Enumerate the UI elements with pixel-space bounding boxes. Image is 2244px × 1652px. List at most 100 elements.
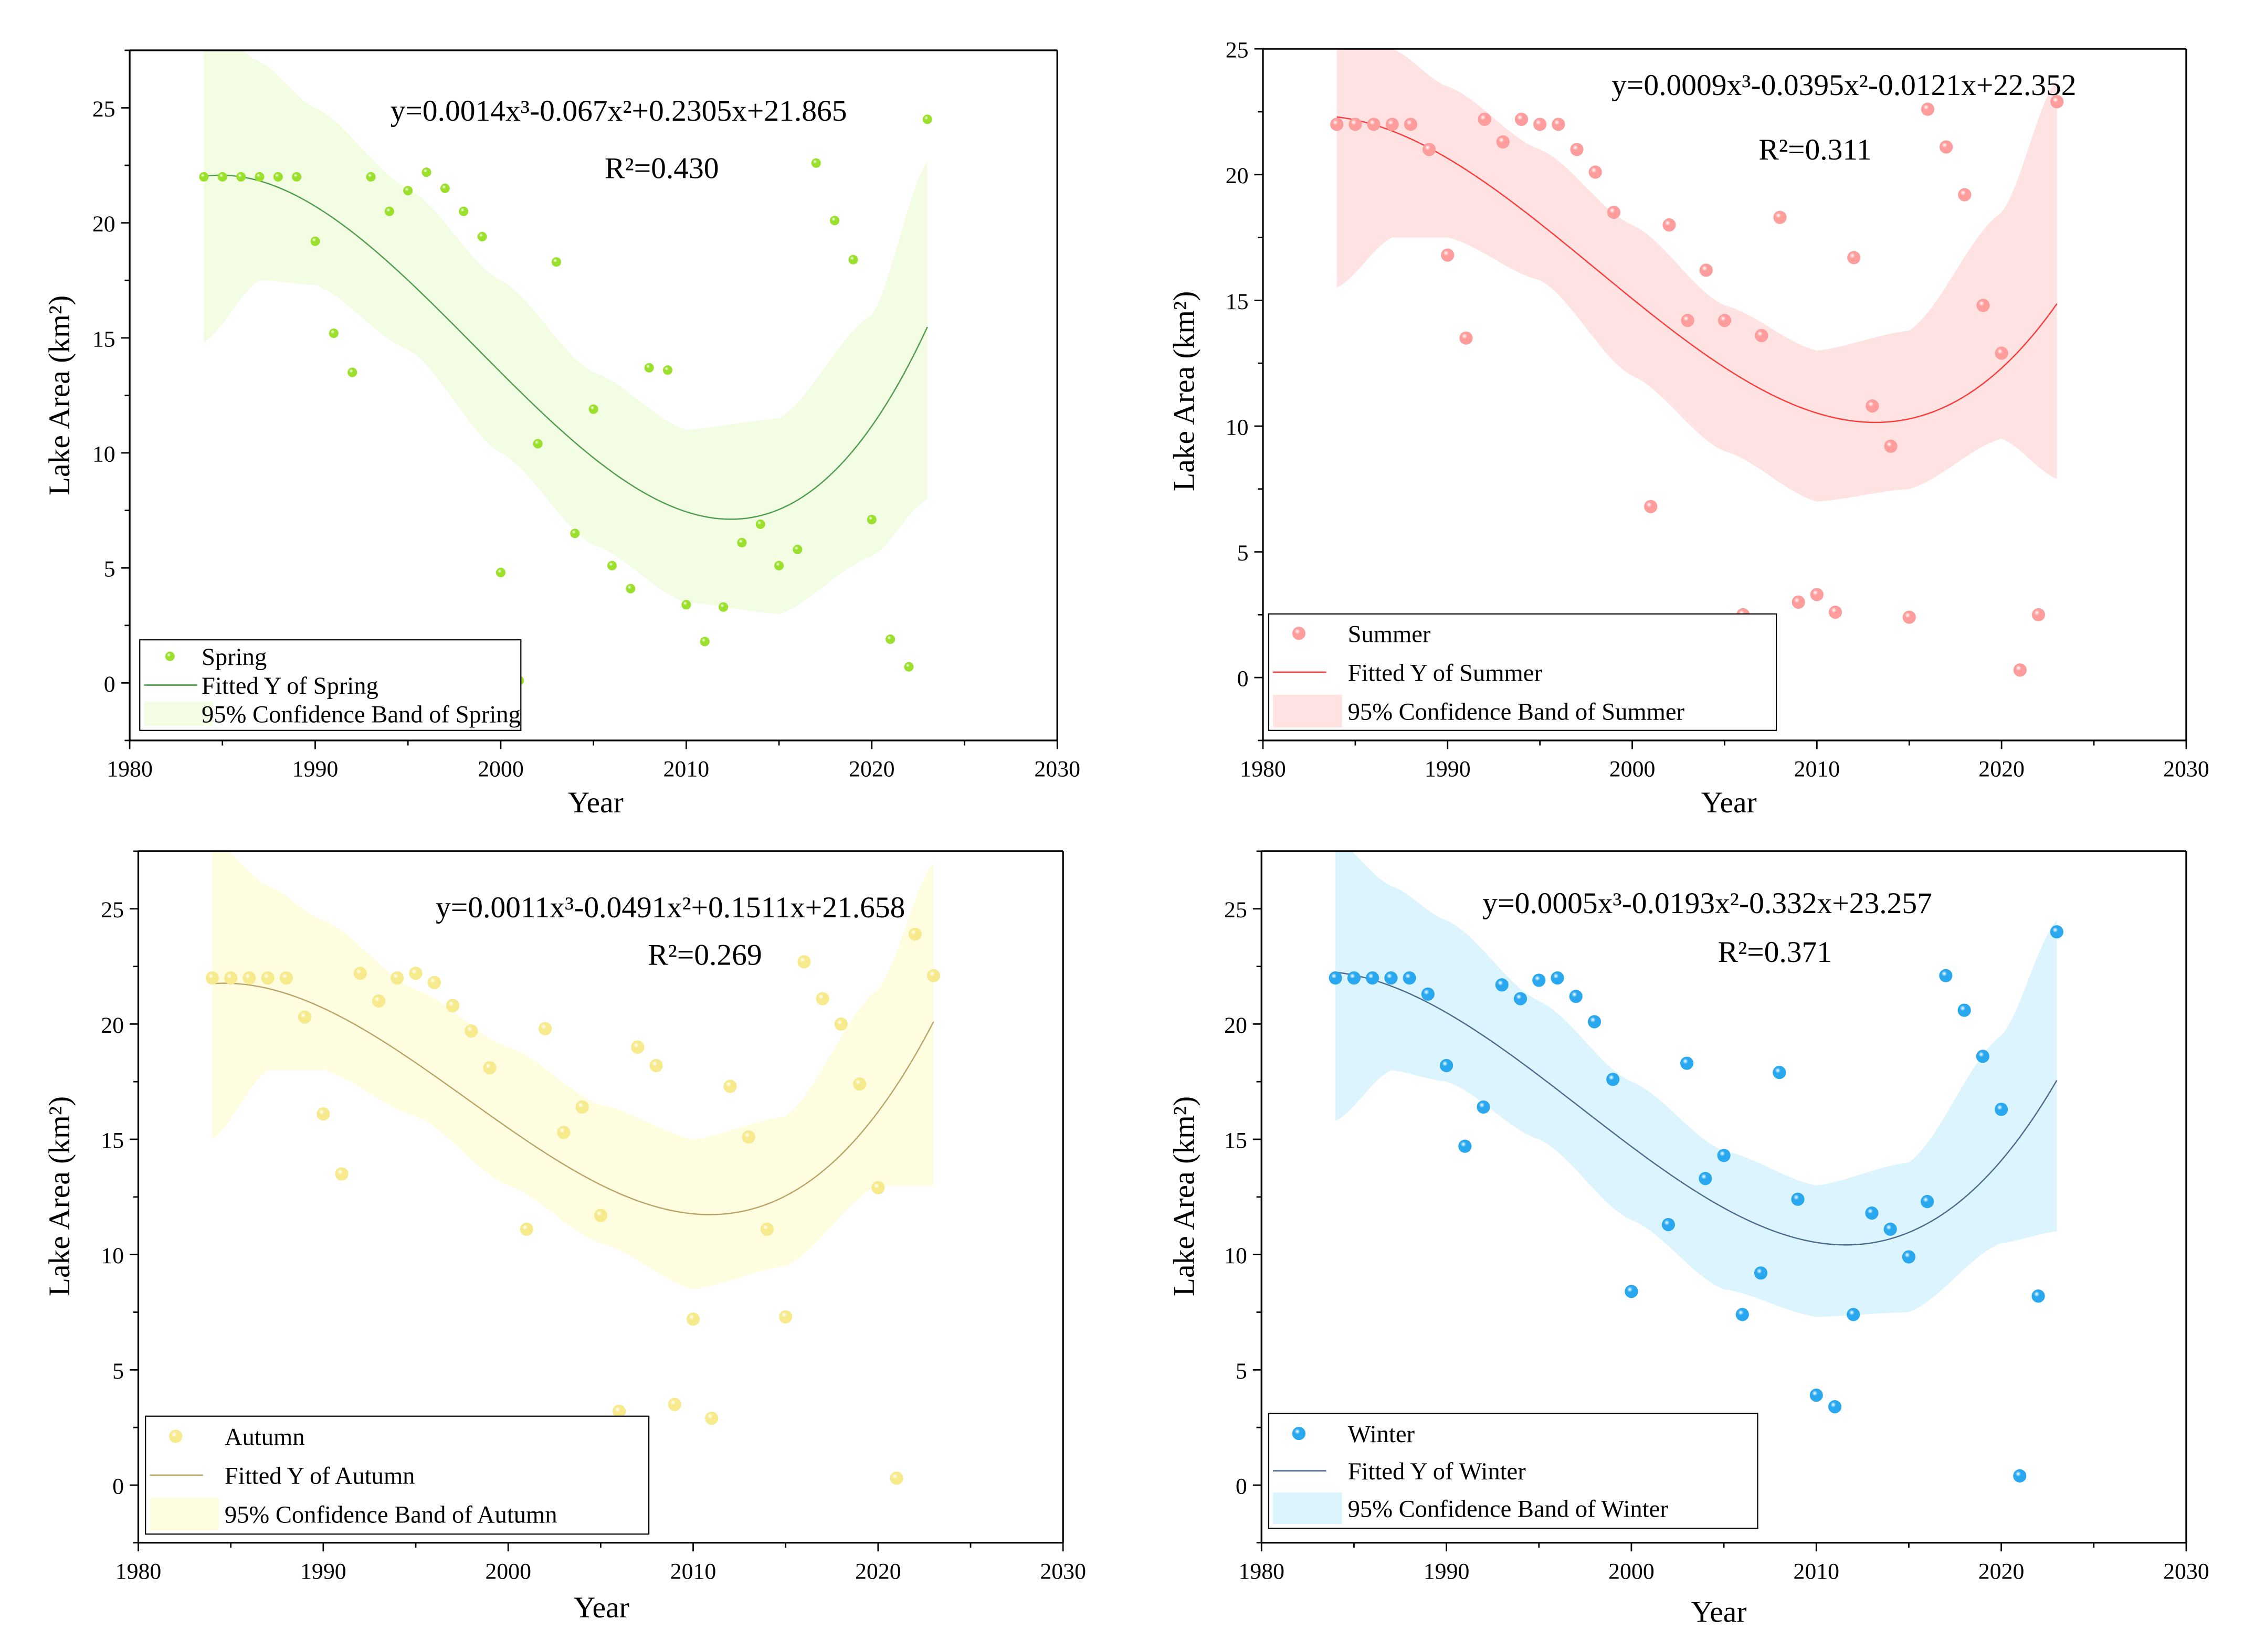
- fit-equation: y=0.0009x³-0.0395x²-0.0121x+22.352: [1611, 69, 2076, 102]
- data-point: [298, 1010, 312, 1024]
- y-tick-label: 20: [1224, 1013, 1247, 1038]
- data-point: [631, 1040, 645, 1054]
- data-point: [1958, 188, 1972, 202]
- data-point: [1588, 165, 1602, 179]
- data-point: [852, 1077, 867, 1091]
- legend-marker-band: [144, 702, 213, 726]
- y-tick-label: 5: [1236, 1359, 1247, 1384]
- r-squared: R²=0.430: [605, 152, 719, 185]
- x-tick-label: 1980: [107, 756, 153, 781]
- data-point: [1902, 610, 1916, 624]
- data-point: [1347, 971, 1361, 985]
- data-point: [607, 560, 617, 570]
- data-point: [612, 1404, 626, 1418]
- x-tick-label: 1980: [1238, 1559, 1284, 1584]
- data-point: [1459, 331, 1473, 345]
- y-tick-label: 10: [1224, 1243, 1247, 1268]
- data-point: [575, 1100, 589, 1114]
- legend-label: 95% Confidence Band of Autumn: [225, 1501, 557, 1528]
- fitted-line: [212, 982, 934, 1215]
- data-point: [1366, 971, 1379, 985]
- data-point: [1403, 971, 1416, 985]
- data-point: [1995, 346, 2008, 360]
- data-point: [1570, 143, 1584, 156]
- data-point: [1348, 118, 1362, 131]
- data-point: [273, 172, 283, 182]
- data-point: [459, 206, 469, 216]
- data-point: [594, 1209, 607, 1222]
- data-point: [477, 231, 487, 242]
- legend-label: Summer: [1348, 621, 1431, 648]
- data-point: [217, 172, 227, 182]
- fitted-line: [1336, 116, 2058, 423]
- data-point: [496, 567, 505, 578]
- r-squared: R²=0.371: [1718, 936, 1832, 969]
- data-point: [243, 971, 256, 985]
- y-tick-label: 25: [101, 897, 124, 923]
- data-point: [1367, 118, 1381, 131]
- legend-box: [1268, 1413, 1758, 1529]
- legend-marker-band: [1273, 694, 1342, 727]
- data-point: [261, 971, 275, 985]
- y-tick-label: 10: [92, 441, 115, 467]
- data-point: [1773, 1066, 1786, 1079]
- data-point: [760, 1222, 774, 1236]
- data-point: [1884, 439, 1898, 453]
- y-tick-label: 0: [1237, 666, 1249, 692]
- data-point: [199, 172, 209, 182]
- y-axis-label: Lake Area (km²): [43, 295, 76, 495]
- y-tick-label: 20: [92, 211, 115, 237]
- y-tick-label: 25: [92, 97, 115, 122]
- data-point: [1976, 299, 1990, 312]
- x-tick-label: 2030: [1040, 1559, 1086, 1584]
- data-point: [1514, 112, 1529, 126]
- data-point: [1681, 314, 1694, 327]
- confidence-band: [212, 851, 934, 1289]
- data-point: [236, 172, 246, 182]
- data-point: [1718, 314, 1732, 327]
- data-point: [533, 439, 543, 449]
- x-tick-label: 2000: [1609, 756, 1656, 781]
- data-point: [403, 186, 413, 196]
- data-point: [279, 971, 293, 985]
- x-tick-label: 1990: [300, 1559, 346, 1584]
- data-point: [718, 602, 729, 612]
- plot-area: [1329, 851, 2063, 1482]
- x-tick-label: 2030: [1034, 756, 1080, 781]
- data-point: [1828, 605, 1842, 619]
- legend-marker-points: [1292, 627, 1306, 640]
- panel-summer: 1980 1990 2000 2010 2020 2030 0 5 10 15 20 25 Year La…: [1167, 38, 2209, 819]
- data-point: [1569, 990, 1583, 1003]
- data-point: [737, 537, 747, 548]
- data-point: [539, 1022, 552, 1035]
- data-point: [1791, 1192, 1805, 1206]
- data-point: [1513, 992, 1527, 1005]
- data-point: [1717, 1149, 1731, 1162]
- data-point: [886, 634, 896, 644]
- data-point: [2031, 1289, 2045, 1303]
- data-point: [867, 515, 877, 525]
- data-point: [1439, 1058, 1453, 1073]
- data-point: [904, 662, 914, 672]
- data-point: [427, 976, 441, 989]
- data-point: [1828, 1400, 1842, 1414]
- data-point: [871, 1181, 885, 1194]
- data-point: [1865, 1206, 1879, 1220]
- legend-marker-band: [150, 1497, 219, 1531]
- data-point: [681, 600, 691, 610]
- data-point: [2013, 1469, 2027, 1482]
- data-point: [353, 967, 367, 980]
- data-point: [440, 183, 450, 193]
- data-point: [1330, 118, 1344, 131]
- r-squared: R²=0.269: [648, 938, 762, 971]
- plot-area: [199, 50, 932, 686]
- data-point: [1754, 1266, 1768, 1280]
- fit-equation: y=0.0014x³-0.067x²+0.2305x+21.865: [391, 94, 847, 128]
- data-point: [1735, 1308, 1749, 1321]
- x-axis-label: Year: [1701, 786, 1757, 819]
- y-axis-label: Lake Area (km²): [1167, 291, 1200, 491]
- data-point: [446, 999, 460, 1012]
- r-squared: R²=0.311: [1758, 133, 1871, 166]
- data-point: [1532, 973, 1546, 987]
- data-point: [1587, 1015, 1602, 1029]
